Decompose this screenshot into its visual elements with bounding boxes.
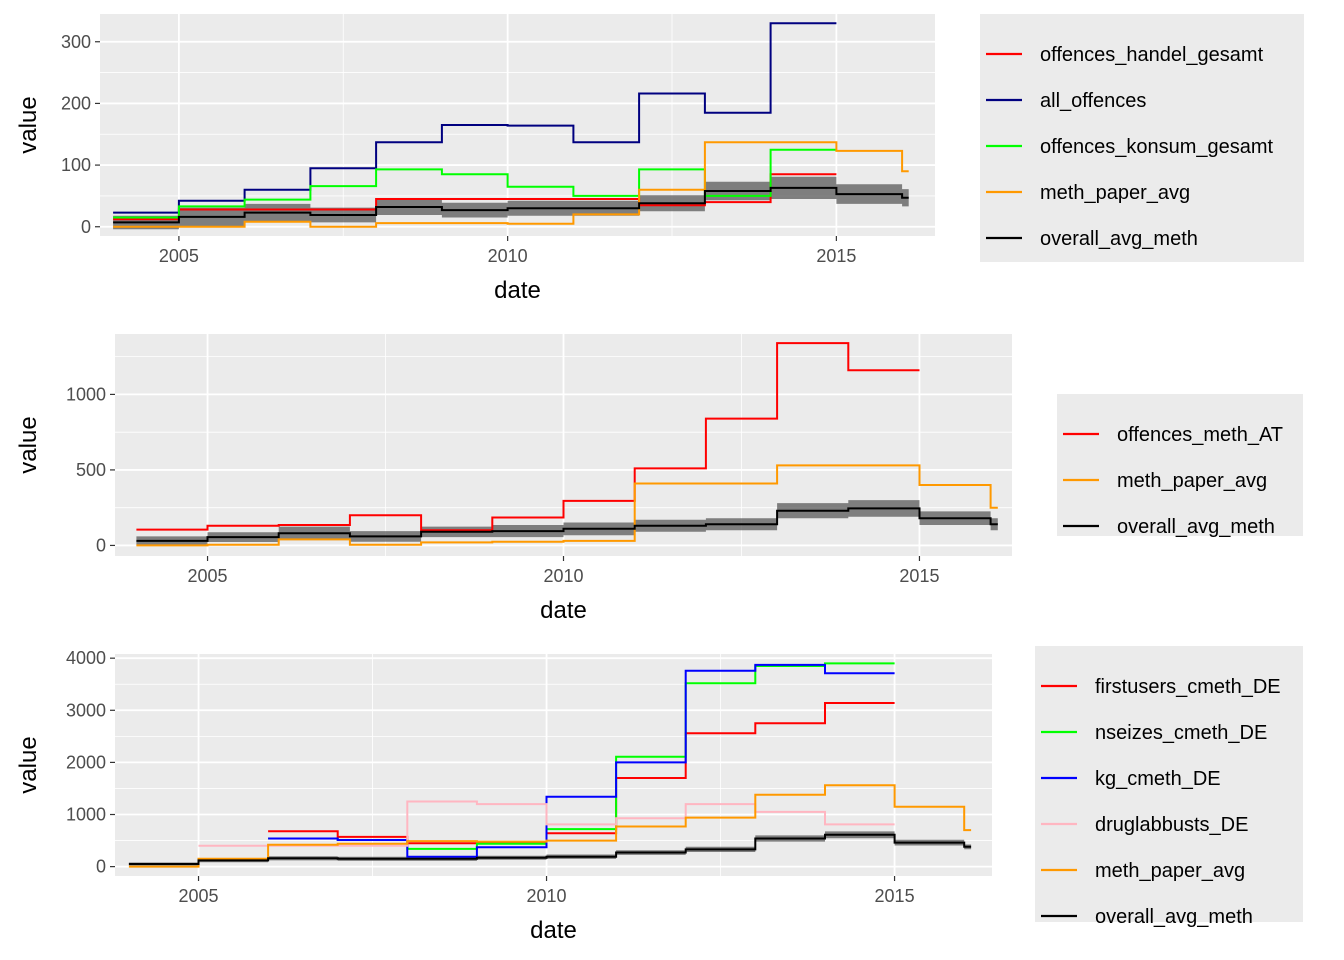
series-line-overall_avg_meth	[128, 833, 972, 865]
x-tick-label: 2015	[816, 246, 856, 266]
x-tick-label: 2010	[488, 246, 528, 266]
series-line-meth_paper_avg	[128, 784, 972, 868]
y-axis-title: value	[15, 736, 42, 793]
legend-background	[1057, 394, 1303, 536]
y-tick-label: 0	[81, 217, 91, 237]
x-tick-label: 2015	[875, 886, 915, 906]
legend-item: firstusers_cmeth_DE	[1041, 676, 1281, 698]
y-axis-title: value	[15, 416, 42, 473]
legend-label: meth_paper_avg	[1117, 470, 1267, 492]
legend-label: overall_avg_meth	[1117, 516, 1275, 538]
legend-item: all_offences	[986, 90, 1146, 112]
series-line-meth_paper_avg	[113, 141, 909, 228]
y-axis-title: value	[15, 96, 42, 153]
legend-label: all_offences	[1040, 90, 1146, 112]
x-tick-label: 2010	[543, 566, 583, 586]
legend-label: druglabbusts_DE	[1095, 814, 1248, 836]
legend-item: overall_avg_meth	[986, 228, 1198, 250]
x-tick-label: 2005	[159, 246, 199, 266]
legend-item: druglabbusts_DE	[1041, 814, 1248, 836]
legend-item: offences_meth_AT	[1063, 424, 1283, 446]
series-line-druglabbusts_DE	[198, 800, 895, 847]
legend-label: kg_cmeth_DE	[1095, 768, 1221, 790]
legend-label: meth_paper_avg	[1095, 860, 1245, 882]
x-axis-title: date	[530, 917, 577, 944]
legend-background	[980, 14, 1304, 262]
y-tick-label: 500	[76, 460, 106, 480]
series-line-overall_avg_meth	[113, 186, 909, 224]
series-line-all_offences	[113, 22, 837, 214]
legend-label: offences_meth_AT	[1117, 424, 1283, 446]
series-line-offences_handel_gesamt	[113, 173, 837, 221]
legend-label: offences_handel_gesamt	[1040, 44, 1264, 66]
y-tick-label: 0	[96, 857, 106, 877]
y-tick-label: 4000	[66, 648, 106, 668]
legend-item: overall_avg_meth	[1041, 906, 1253, 928]
legend-label: meth_paper_avg	[1040, 182, 1190, 204]
y-tick-label: 3000	[66, 700, 106, 720]
legend-item: kg_cmeth_DE	[1041, 768, 1221, 790]
y-tick-label: 1000	[66, 805, 106, 825]
y-tick-label: 100	[61, 155, 91, 175]
y-tick-label: 300	[61, 32, 91, 52]
x-tick-label: 2005	[188, 566, 228, 586]
legend-label: overall_avg_meth	[1040, 228, 1198, 250]
y-tick-label: 0	[96, 535, 106, 555]
legend-label: nseizes_cmeth_DE	[1095, 722, 1267, 744]
legend: offences_handel_gesamt all_offencesoffenc…	[980, 14, 1304, 262]
legend-item: meth_paper_avg	[1063, 470, 1267, 492]
legend-label: firstusers_cmeth_DE	[1095, 676, 1281, 698]
legend: firstusers_cmeth_DE nseizes_cmeth_DE kg_cm…	[1035, 646, 1303, 928]
legend-background	[1035, 646, 1303, 922]
legend-label: offences_konsum_gesamt	[1040, 136, 1274, 158]
legend-item: offences_handel_gesamt	[986, 44, 1264, 66]
x-tick-label: 2015	[899, 566, 939, 586]
legend-item: meth_paper_avg	[986, 182, 1190, 204]
series-line-meth_paper_avg	[136, 464, 998, 547]
y-tick-label: 200	[61, 93, 91, 113]
y-tick-label: 2000	[66, 752, 106, 772]
chart-panel-1: 2005 2010 2015 0 100 200 300 date value offences_…	[15, 14, 1304, 304]
chart-panel-2: 2005 2010 2015 0 500 1000 date value offences_me…	[15, 334, 1303, 624]
series-line-overall_avg_meth	[136, 507, 998, 542]
y-tick-label: 1000	[66, 384, 106, 404]
ribbon-overall_avg_meth	[113, 176, 909, 230]
legend-item: meth_paper_avg	[1041, 860, 1245, 882]
legend-label: overall_avg_meth	[1095, 906, 1253, 928]
legend-item: nseizes_cmeth_DE	[1041, 722, 1267, 744]
legend-item: overall_avg_meth	[1063, 516, 1275, 538]
plot-background	[115, 654, 992, 876]
legend-item: offences_konsum_gesamt	[986, 136, 1274, 158]
chart-panel-3: 2005 2010 2015 0 1000 2000 3000 4000 date value fi…	[15, 646, 1303, 944]
ribbon-overall_avg_meth	[128, 831, 972, 866]
x-tick-label: 2005	[179, 886, 219, 906]
legend: offences_meth_AT meth_paper_avg overall_av…	[1057, 394, 1303, 538]
series-line-offences_meth_AT	[136, 342, 920, 532]
series-line-kg_cmeth_DE	[268, 663, 895, 858]
x-axis-title: date	[494, 277, 541, 304]
x-tick-label: 2010	[527, 886, 567, 906]
x-axis-title: date	[540, 597, 587, 624]
